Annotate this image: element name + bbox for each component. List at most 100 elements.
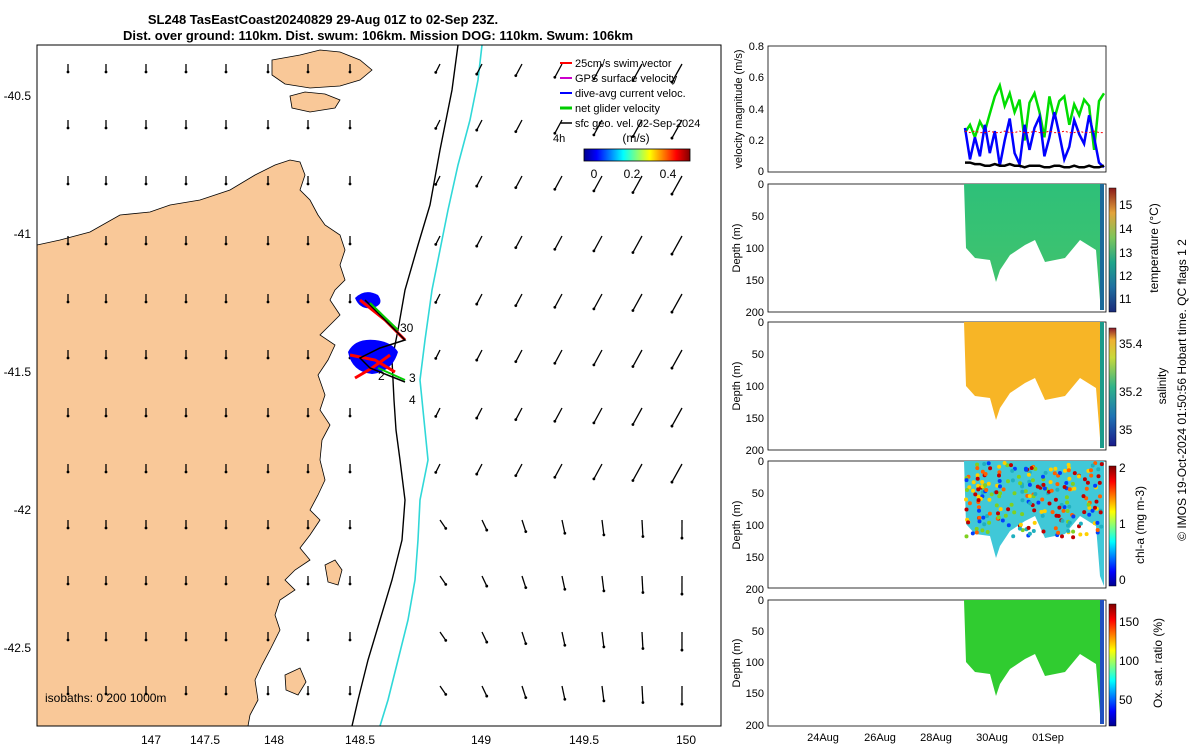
velocity-arrow (435, 463, 441, 473)
chla-dot (977, 519, 982, 524)
velocity-arrow-head (266, 300, 270, 304)
chla-dot (1065, 500, 1070, 505)
velocity-arrow (641, 575, 644, 593)
chla-dot (1000, 518, 1005, 523)
velocity-arrow-head (104, 470, 108, 474)
chla-dot (1023, 466, 1028, 471)
velocity-arrow (481, 685, 488, 697)
chla-dot (1096, 474, 1101, 479)
oxygen-colorbar (1108, 603, 1117, 727)
chla-dot (1048, 480, 1053, 485)
velocity-arrow-head (224, 356, 228, 360)
chla-dot (985, 514, 989, 518)
chla-dot (1093, 505, 1097, 510)
velocity-arrow-head (348, 692, 352, 696)
velocity-arrow-head (104, 182, 108, 186)
chla-dot (1047, 501, 1052, 506)
chla-dot (1072, 486, 1077, 491)
velocity-arrow-head (641, 647, 645, 650)
colorbar-tick-0: 0 (591, 167, 598, 181)
velocity-arrow-head (306, 470, 310, 474)
velocity-arrow (593, 235, 603, 252)
velocity-arrow-head (434, 126, 438, 130)
chla-dot (980, 528, 985, 533)
salinity-cbar-ticks: 35 35.2 35.4 (1119, 337, 1143, 437)
chla-dot (1055, 487, 1060, 492)
temperature-ylabel: Depth (m) (731, 224, 743, 273)
velocity-arrow-head (602, 645, 606, 649)
velocity-arrow-head (592, 363, 596, 367)
chla-dot (964, 534, 969, 539)
map-panel: 30 2 3 4 25cm/s swim vector GPS surface … (4, 44, 722, 747)
map-xtick: 148 (264, 733, 284, 747)
salinity-colorbar (1108, 327, 1117, 447)
chla-dot (1071, 535, 1076, 540)
velocity-arrow (481, 519, 488, 531)
velocity-arrow-head (524, 530, 528, 534)
map-frame (36, 44, 722, 727)
map-ytick: -41 (14, 227, 32, 241)
chla-dot (976, 498, 981, 503)
velocity-arrow-head (348, 126, 352, 130)
velocity-arrow-head (670, 136, 674, 140)
velocity-arrow-head (680, 648, 684, 652)
chla-dot (964, 497, 968, 502)
chla-dot (977, 515, 982, 520)
velocity-arrow (554, 175, 563, 190)
chla-dot (1012, 491, 1017, 496)
velocity-arrow (481, 575, 488, 587)
chla-dot (1093, 483, 1098, 488)
velocity-arrow-head (66, 70, 70, 74)
chla-dot (1053, 526, 1058, 531)
chla-dot (1067, 476, 1072, 481)
velocity-arrow-head (514, 360, 518, 364)
chla-dot (1084, 496, 1089, 501)
chla-dot (1066, 468, 1071, 473)
chla-dot (1099, 524, 1104, 529)
chla-dot (1031, 529, 1036, 533)
velocity-arrow-head (66, 414, 70, 418)
velocity-arrow (632, 63, 643, 81)
oxygen-cbar-label: Ox. sat. ratio (%) (1151, 618, 1165, 708)
chla-dot (1078, 521, 1083, 526)
velocity-arrow-head (670, 252, 674, 256)
chla-dot (974, 530, 979, 535)
ox-ytick: 0 (758, 595, 764, 607)
velocity-arrow-head (631, 365, 635, 368)
velocity-arrow-head (348, 470, 352, 474)
velocity-arrow (671, 293, 683, 313)
velocity-arrow-head (434, 471, 438, 474)
map-y-axis: -40.5 -41 -41.5 -42 -42.5 (4, 89, 32, 655)
map-x-axis: 147 147.5 148 148.5 149 149.5 150 (141, 733, 696, 747)
velocity-arrow-head (475, 416, 479, 420)
chla-dot (966, 520, 971, 525)
velocity-arrow-head (592, 477, 596, 481)
chla-ytick: 50 (752, 488, 764, 500)
chla-dot (1020, 512, 1025, 517)
chla-dot (1097, 480, 1102, 485)
track-label-2: 2 (378, 369, 385, 383)
velocity-arrow (515, 407, 523, 420)
velocity-arrow-head (144, 470, 148, 474)
velocity-arrow-head (306, 70, 310, 74)
velocity-arrow (554, 407, 563, 422)
sal-cbar-tick: 35.2 (1119, 385, 1143, 399)
velocity-arrow-head (224, 470, 228, 474)
chla-dot (1032, 508, 1037, 513)
legend-dive-avg: dive-avg current veloc. (575, 88, 686, 100)
velocity-arrow-head (224, 692, 228, 696)
velocity-arrow-head (266, 356, 270, 360)
velocity-arrow-head (306, 356, 310, 360)
salinity-y-axis: 0 50 100 150 200 (746, 317, 764, 457)
velocity-arrow-head (184, 300, 188, 304)
chla-dot (983, 483, 988, 488)
chla-dot (986, 461, 991, 466)
chla-dot (1089, 473, 1094, 478)
velocity-arrow-head (144, 526, 148, 530)
velocity-arrow-head (444, 583, 448, 586)
temp-cbar-tick: 12 (1119, 269, 1133, 283)
temperature-colorbar (1108, 187, 1117, 313)
chla-dot (1043, 470, 1048, 475)
velocity-arrow-head (306, 414, 310, 418)
velocity-arrow-head (144, 70, 148, 74)
